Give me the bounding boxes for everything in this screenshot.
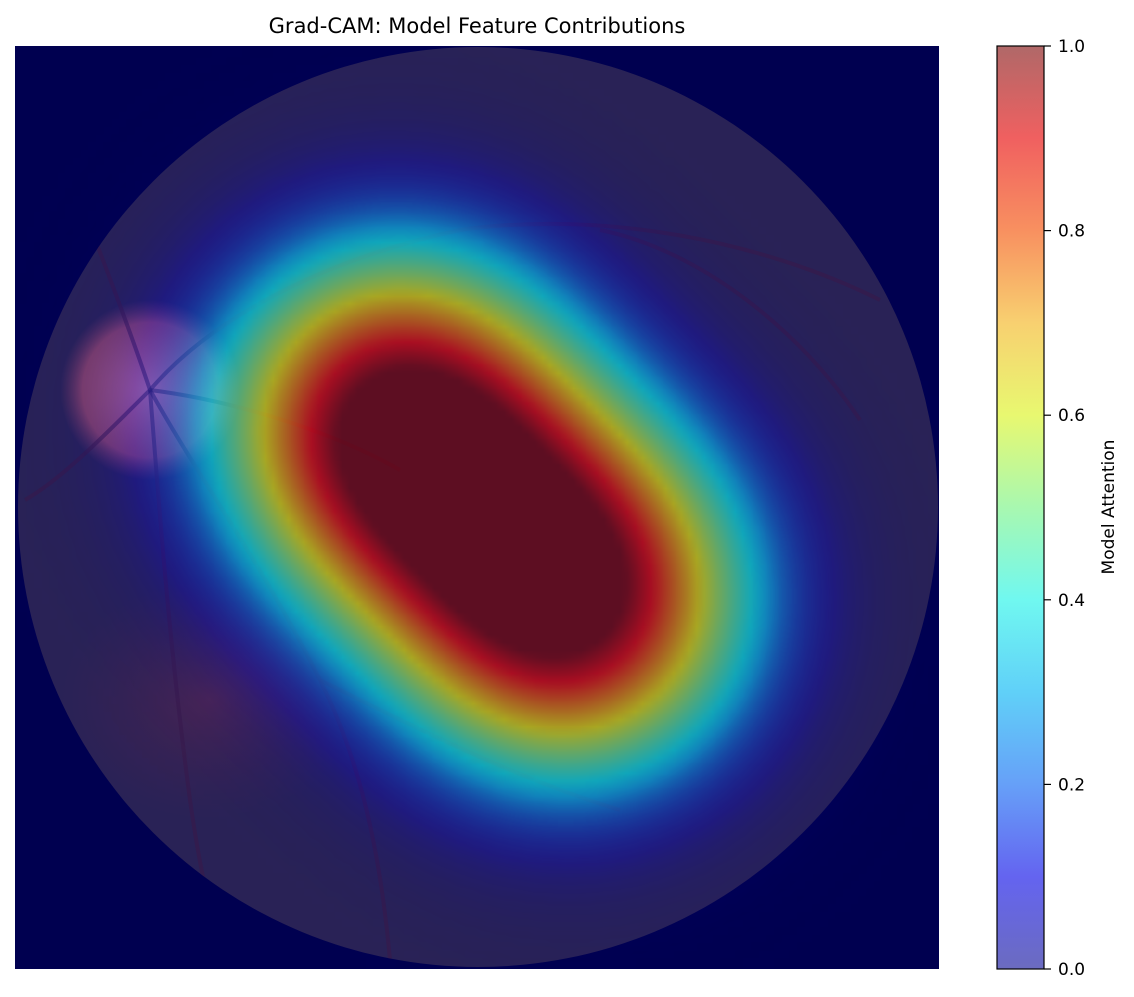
chart-title: Grad-CAM: Model Feature Contributions	[269, 14, 686, 38]
colorbar-tick-label: 0.4	[1058, 591, 1085, 611]
colorbar: 0.0 0.2 0.4 0.6 0.8 1.0 Model Attention	[996, 37, 1119, 980]
colorbar-tick-label: 0.6	[1058, 406, 1085, 426]
heatmap-panel	[15, 46, 939, 969]
colorbar-gradient	[997, 46, 1044, 969]
colorbar-label: Model Attention	[1099, 440, 1119, 575]
colorbar-ticks: 0.0 0.2 0.4 0.6 0.8 1.0	[1044, 37, 1085, 980]
colorbar-tick-label: 0.2	[1058, 775, 1085, 795]
colorbar-frame	[996, 45, 1045, 970]
colorbar-tick-label: 0.8	[1058, 222, 1085, 242]
attention-heatmap	[15, 46, 939, 969]
colorbar-tick-label: 0.0	[1058, 960, 1085, 980]
colorbar-tick-label: 1.0	[1058, 37, 1085, 57]
